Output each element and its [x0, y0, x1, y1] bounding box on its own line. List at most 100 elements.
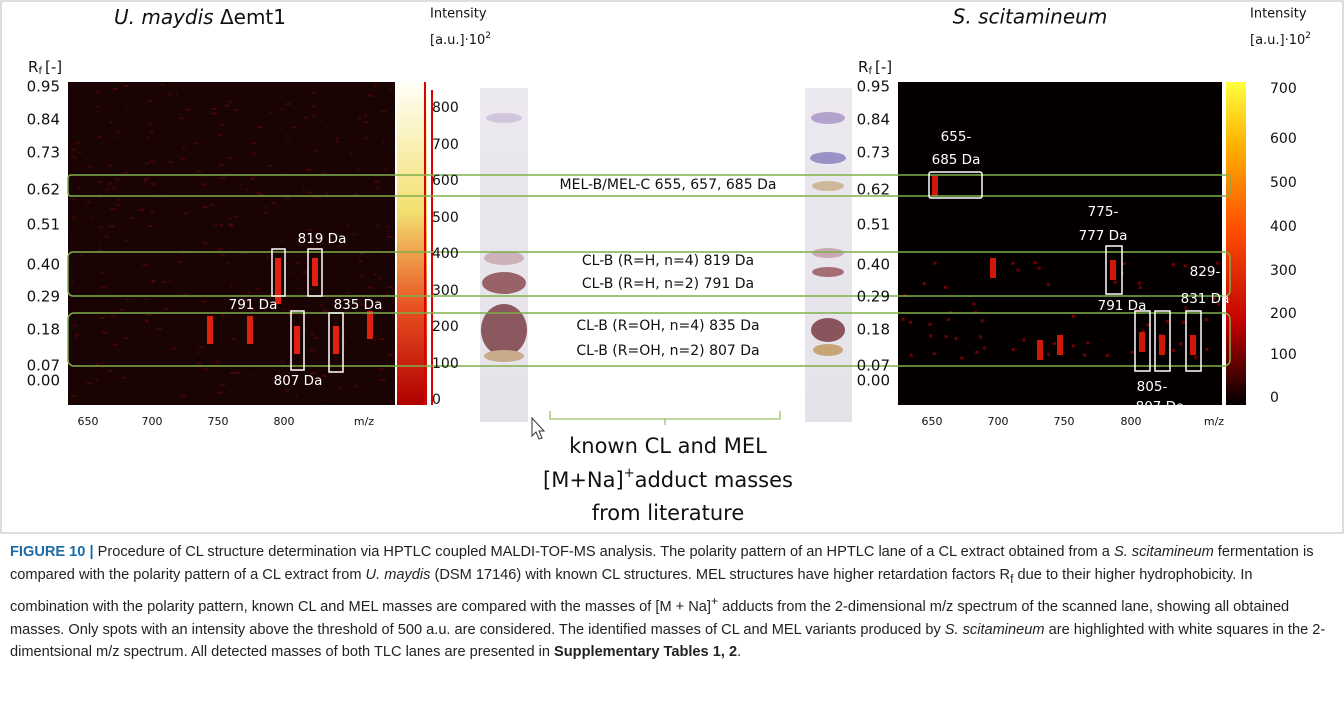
spot — [71, 395, 75, 397]
spot — [152, 281, 155, 283]
spot — [75, 334, 79, 336]
spot — [363, 121, 368, 123]
spot — [322, 375, 326, 377]
y-tick-label: 0.18 — [857, 321, 890, 339]
spot — [203, 368, 207, 370]
spot — [108, 183, 112, 185]
spot — [211, 112, 217, 114]
spot — [115, 204, 121, 206]
spot — [110, 121, 113, 123]
spot — [1184, 265, 1187, 268]
spot — [220, 124, 225, 126]
spot — [255, 288, 259, 290]
spot — [374, 181, 380, 183]
spot — [97, 106, 100, 108]
y-tick-label: 0.84 — [27, 111, 60, 129]
spot — [382, 141, 384, 143]
spot — [981, 319, 984, 322]
colorbar-tick-label: 500 — [1270, 175, 1297, 191]
spot — [98, 181, 102, 183]
spot — [145, 162, 148, 164]
spot — [118, 199, 121, 201]
spot — [306, 191, 312, 193]
spot — [1138, 282, 1141, 285]
colorbar-tick-label: 400 — [432, 246, 459, 262]
colorbar-tick-label: 0 — [1270, 390, 1279, 406]
spot — [368, 287, 374, 289]
annotation: 829- — [1190, 264, 1221, 280]
spot — [279, 127, 282, 129]
spot — [121, 377, 125, 379]
spot — [217, 248, 223, 250]
spot — [72, 217, 76, 219]
spot — [975, 351, 978, 354]
spot — [249, 239, 252, 241]
spot — [220, 384, 225, 386]
spot — [385, 168, 387, 170]
spot — [932, 176, 938, 196]
spot — [1106, 354, 1109, 357]
spot — [313, 150, 316, 152]
spot — [247, 316, 253, 344]
annotation: 807 Da — [1136, 399, 1185, 415]
spot — [299, 287, 302, 289]
spot — [314, 337, 319, 339]
spot — [179, 117, 184, 119]
spot — [290, 273, 292, 275]
x-unit: m/z — [1204, 415, 1224, 428]
page: U. maydis Δemt1 S. scitamineum 0.950.840… — [0, 0, 1344, 712]
spot — [910, 354, 913, 357]
spot — [149, 123, 152, 125]
colorbar-title: Intensity — [430, 7, 487, 22]
spot — [214, 224, 217, 226]
spot — [143, 180, 147, 182]
spot — [71, 281, 73, 283]
spot — [86, 383, 92, 385]
spot — [171, 348, 177, 350]
spot — [983, 346, 986, 349]
spot — [280, 108, 284, 110]
spot — [101, 317, 104, 319]
spot — [1205, 318, 1208, 321]
spot — [929, 334, 932, 337]
spot — [320, 304, 323, 306]
spot — [233, 109, 237, 111]
literature-text: known CL and MEL — [569, 434, 767, 458]
spot — [199, 346, 203, 348]
spot — [70, 239, 74, 241]
annotation: 835 Da — [334, 297, 383, 313]
y-tick-label: 0.00 — [857, 372, 890, 390]
spot — [87, 201, 91, 203]
spot — [990, 258, 996, 278]
spot — [112, 187, 116, 189]
caption-label: FIGURE 10 | — [10, 544, 94, 560]
colorbar-tick-label: 200 — [432, 319, 459, 335]
spot — [169, 161, 173, 163]
title-rest: Δemt1 — [220, 5, 286, 29]
spot — [358, 117, 362, 119]
colorbar-tick-label: 200 — [1270, 306, 1297, 322]
spot — [1139, 332, 1145, 352]
caption-text: Procedure of CL structure determination … — [94, 544, 1114, 560]
spot — [1022, 339, 1025, 342]
spot — [73, 324, 77, 326]
colorbar-unit-text: [a.u.]·10 — [1250, 33, 1305, 48]
annotation: 791 Da — [229, 297, 278, 313]
spot — [184, 293, 188, 295]
spot — [944, 286, 947, 289]
spot — [111, 316, 116, 318]
spot — [302, 186, 304, 188]
colorbar-unit: [a.u.]·102 — [1250, 31, 1311, 48]
spot — [288, 309, 290, 311]
spot — [281, 240, 283, 242]
spot — [361, 253, 364, 255]
spot — [303, 117, 307, 119]
spot — [119, 309, 124, 311]
colorbar-tick-label: 100 — [1270, 347, 1297, 363]
spot — [296, 395, 298, 397]
spot — [92, 217, 94, 219]
spot — [379, 338, 385, 340]
y-tick-label: 0.00 — [27, 372, 60, 390]
spot — [147, 314, 152, 316]
spot — [124, 172, 128, 174]
